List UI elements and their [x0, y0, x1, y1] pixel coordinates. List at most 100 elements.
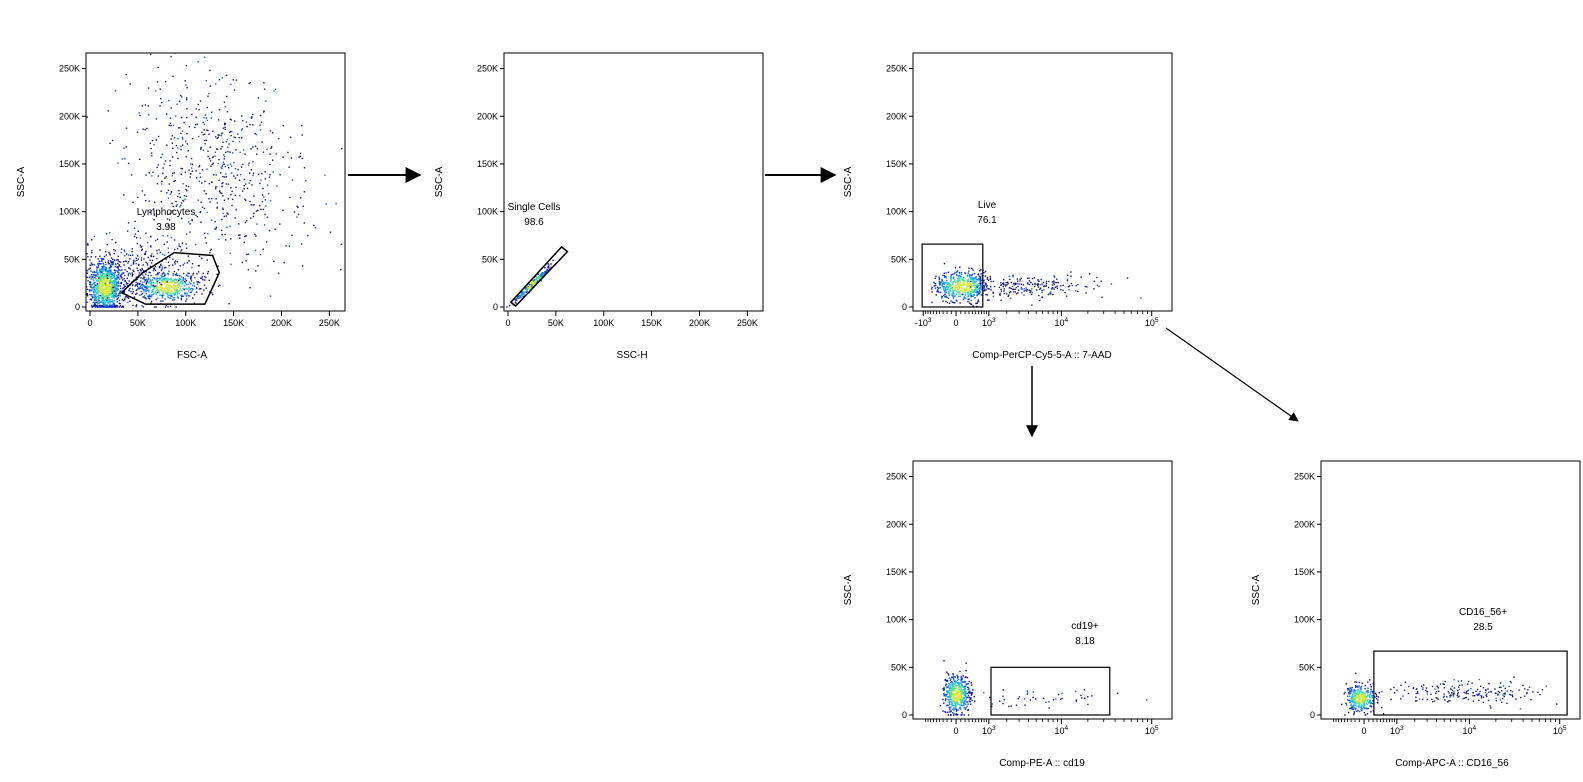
- event-point: [275, 153, 277, 155]
- event-point: [950, 676, 953, 678]
- event-point: [1014, 283, 1016, 286]
- event-point: [1362, 702, 1364, 705]
- event-point: [958, 271, 961, 274]
- event-point: [960, 271, 963, 274]
- event-point: [957, 675, 959, 678]
- event-point: [1476, 693, 1478, 696]
- event-point: [945, 277, 948, 279]
- event-point: [124, 260, 127, 262]
- event-point: [1435, 697, 1437, 699]
- event-point: [1026, 691, 1029, 693]
- event-point: [109, 277, 111, 279]
- event-point: [93, 287, 95, 289]
- event-point: [975, 288, 977, 290]
- event-point: [1050, 291, 1052, 293]
- x-tick-label: 150K: [223, 318, 244, 328]
- event-point: [1361, 695, 1363, 697]
- event-point: [98, 296, 101, 299]
- gate-cd19-[interactable]: [990, 666, 1111, 716]
- event-point: [1532, 691, 1534, 693]
- event-point: [987, 299, 989, 301]
- event-point: [159, 88, 161, 90]
- event-point: [150, 279, 152, 281]
- event-point: [952, 289, 954, 291]
- event-point: [1015, 293, 1018, 295]
- x-tick-label: 250K: [319, 318, 340, 328]
- event-point: [148, 282, 150, 284]
- event-point: [537, 278, 539, 280]
- event-point: [189, 231, 191, 233]
- event-point: [170, 107, 172, 109]
- event-point: [180, 167, 182, 170]
- event-point: [177, 286, 179, 289]
- event-point: [1051, 284, 1054, 286]
- event-point: [1353, 713, 1355, 716]
- event-point: [96, 273, 98, 275]
- event-point: [1047, 286, 1050, 289]
- event-point: [160, 97, 162, 100]
- event-point: [106, 290, 109, 292]
- event-point: [1370, 703, 1372, 705]
- event-point: [177, 127, 180, 129]
- arrow-plot3-to-plot5: [1165, 327, 1299, 422]
- event-point: [101, 294, 103, 296]
- event-point: [955, 704, 957, 707]
- event-point: [90, 289, 92, 292]
- event-point: [111, 298, 113, 300]
- event-point: [109, 287, 112, 290]
- event-point: [1026, 290, 1028, 292]
- event-point: [970, 290, 973, 292]
- event-point: [162, 294, 164, 297]
- event-point: [164, 274, 166, 277]
- event-point: [98, 287, 101, 289]
- event-point: [217, 134, 219, 136]
- event-point: [1037, 284, 1039, 287]
- gate-single-cells[interactable]: [509, 245, 569, 308]
- event-point: [143, 291, 145, 293]
- event-point: [175, 284, 177, 287]
- event-point: [979, 287, 982, 289]
- event-point: [1443, 687, 1446, 689]
- event-point: [960, 287, 963, 289]
- gate-live[interactable]: [921, 243, 984, 308]
- event-point: [195, 116, 197, 118]
- gate-lymphocytes[interactable]: [120, 251, 221, 305]
- event-point: [1354, 699, 1357, 701]
- event-point: [199, 281, 201, 284]
- gate-cd16-56-[interactable]: [1373, 650, 1568, 716]
- event-point: [1116, 692, 1119, 695]
- event-point: [1070, 275, 1072, 277]
- gate-name-label: cd19+: [1071, 621, 1099, 632]
- event-point: [204, 114, 207, 116]
- event-point: [952, 674, 955, 676]
- event-point: [142, 274, 144, 276]
- event-point: [948, 289, 951, 291]
- event-point: [184, 171, 187, 173]
- event-point: [102, 305, 104, 308]
- event-point: [177, 195, 179, 198]
- event-point: [102, 289, 104, 291]
- event-point: [146, 263, 148, 265]
- event-point: [968, 281, 970, 283]
- event-point: [948, 690, 950, 692]
- event-point: [1344, 691, 1346, 694]
- event-point: [1062, 284, 1064, 286]
- event-point: [1085, 292, 1087, 294]
- event-point: [141, 249, 143, 251]
- event-point: [1369, 693, 1371, 696]
- event-point: [1412, 687, 1415, 689]
- event-point: [204, 133, 206, 136]
- event-point: [266, 148, 268, 150]
- event-point: [301, 124, 303, 127]
- event-point: [1490, 707, 1492, 709]
- event-point: [954, 285, 956, 287]
- event-point: [155, 239, 157, 242]
- event-point: [1351, 700, 1353, 702]
- event-point: [168, 100, 170, 102]
- event-point: [165, 280, 167, 282]
- event-point: [260, 179, 262, 181]
- event-point: [74, 271, 75, 272]
- event-point: [961, 696, 963, 698]
- event-point: [1360, 685, 1362, 688]
- event-point: [965, 691, 967, 693]
